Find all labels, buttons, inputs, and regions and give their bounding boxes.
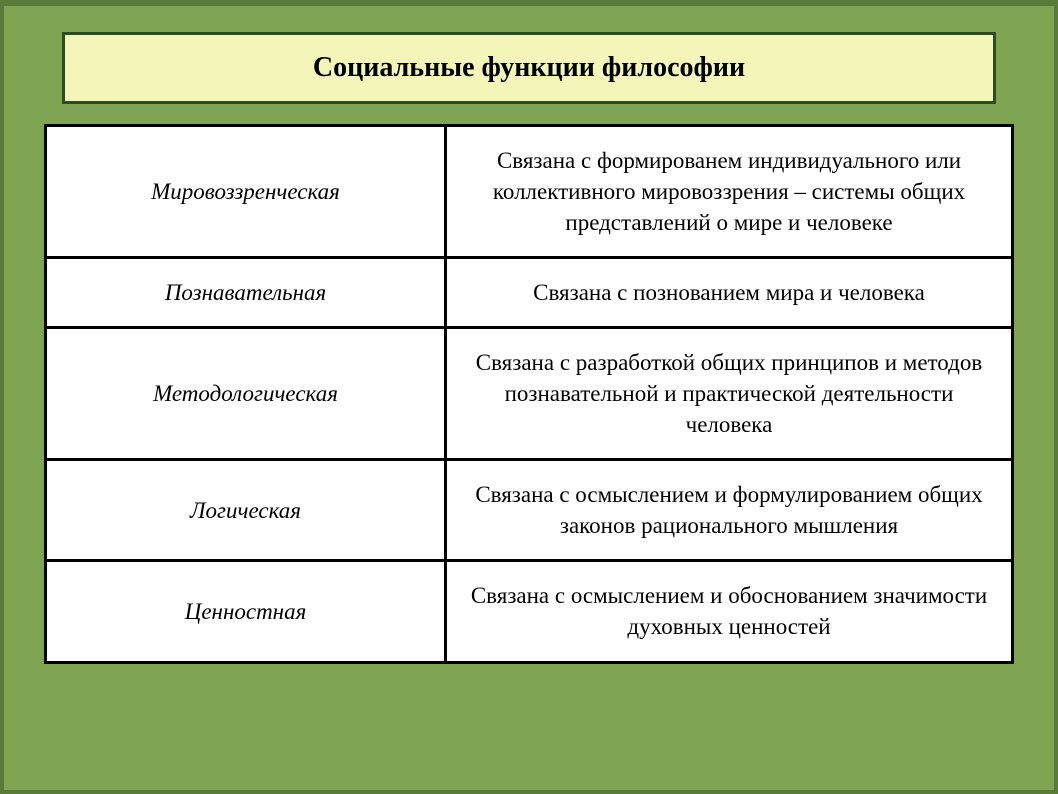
function-desc-cell: Связана с разработкой общих принципов и … xyxy=(446,328,1013,460)
function-desc-cell: Связана с осмыслением и формулированием … xyxy=(446,460,1013,561)
function-name-cell: Ценностная xyxy=(46,561,446,662)
table-row: Логическая Связана с осмыслением и форму… xyxy=(46,460,1013,561)
table-row: Познавательная Связана с познованием мир… xyxy=(46,258,1013,328)
function-desc-cell: Связана с познованием мира и человека xyxy=(446,258,1013,328)
table-row: Мировоззренческая Связана с формированем… xyxy=(46,126,1013,258)
slide-frame: Социальные функции философии Мировоззрен… xyxy=(0,0,1058,794)
slide-title: Социальные функции философии xyxy=(313,52,745,84)
function-name-cell: Познавательная xyxy=(46,258,446,328)
function-name-cell: Методологическая xyxy=(46,328,446,460)
functions-table: Мировоззренческая Связана с формированем… xyxy=(44,124,1014,664)
table-row: Ценностная Связана с осмыслением и обосн… xyxy=(46,561,1013,662)
function-name-cell: Мировоззренческая xyxy=(46,126,446,258)
function-desc-cell: Связана с осмыслением и обоснованием зна… xyxy=(446,561,1013,662)
function-name-cell: Логическая xyxy=(46,460,446,561)
title-box: Социальные функции философии xyxy=(62,32,996,104)
function-desc-cell: Связана с формированем индивидуального и… xyxy=(446,126,1013,258)
table-row: Методологическая Связана с разработкой о… xyxy=(46,328,1013,460)
